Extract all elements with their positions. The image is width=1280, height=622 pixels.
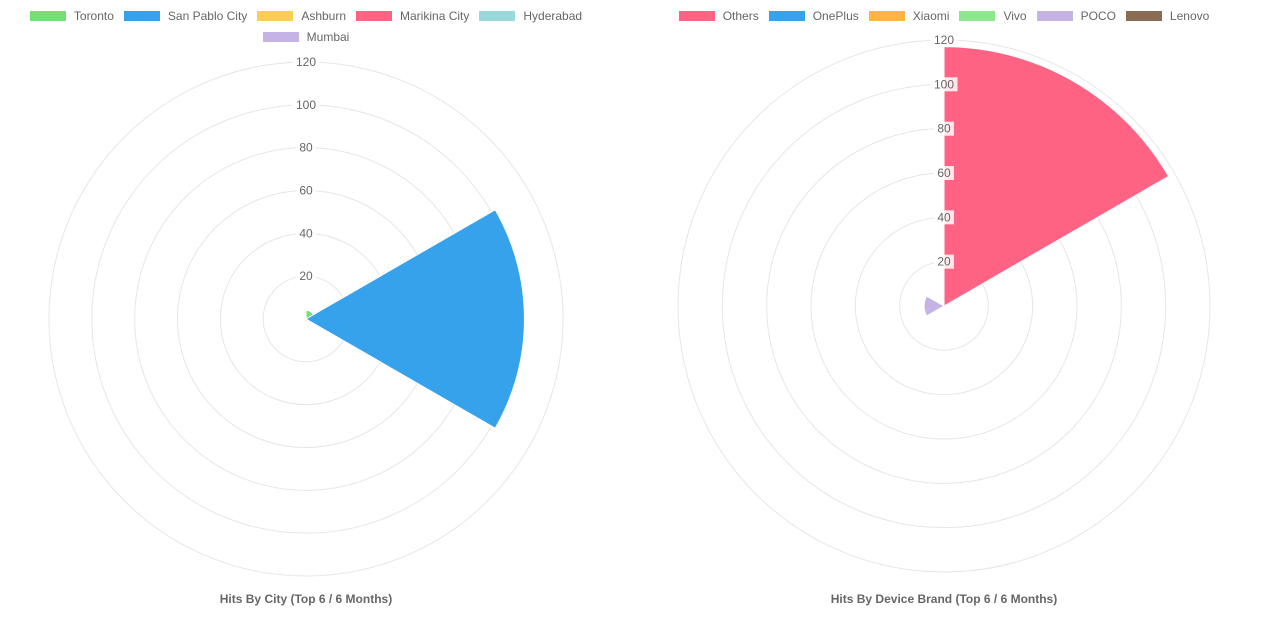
tick-label-60: 60 <box>299 184 313 198</box>
tick-backdrop <box>930 77 958 92</box>
legend-label: Lenovo <box>1169 9 1210 23</box>
legend-label: Vivo <box>1003 9 1027 23</box>
legend-swatch <box>1036 11 1073 21</box>
city-chart-panel: Toronto San Pablo City Ashburn Marikina Cit… <box>0 0 612 622</box>
legend-item-hyderabad[interactable]: Hyderabad <box>479 6 582 27</box>
tick-label-80: 80 <box>299 141 313 155</box>
legend-label: Others <box>722 9 759 23</box>
tick-label-20: 20 <box>299 269 313 283</box>
legend-label: POCO <box>1080 9 1116 23</box>
tick-label-100: 100 <box>296 98 316 112</box>
legend-item-toronto[interactable]: Toronto <box>29 6 114 27</box>
city-legend: Toronto San Pablo City Ashburn Marikina Cit… <box>0 6 612 48</box>
sector-others[interactable] <box>943 46 1170 307</box>
brand-legend: Others OnePlus Xiaomi Vivo POCO Lenovo <box>628 6 1260 27</box>
legend-item-mumbai[interactable]: Mumbai <box>262 27 350 48</box>
tick-backdrop <box>934 121 954 136</box>
tick-label-100: 100 <box>934 77 954 91</box>
tick-label-40: 40 <box>937 210 951 224</box>
legend-label: Marikina City <box>400 9 470 23</box>
tick-backdrop <box>292 55 320 69</box>
brand-polar-chart: 20 40 60 80 100 120 <box>677 33 1211 573</box>
legend-label: Ashburn <box>301 9 347 23</box>
legend-swatch <box>678 11 715 21</box>
legend-item-ashburn[interactable]: Ashburn <box>257 6 346 27</box>
legend-swatch <box>257 11 294 21</box>
legend-item-xiaomi[interactable]: Xiaomi <box>868 6 950 27</box>
tick-backdrop <box>296 226 316 241</box>
legend-item-lenovo[interactable]: Lenovo <box>1125 6 1210 27</box>
tick-label-60: 60 <box>937 166 951 180</box>
legend-label: San Pablo City <box>167 9 248 23</box>
tick-backdrop <box>296 140 316 155</box>
legend-label: Mumbai <box>306 30 350 44</box>
sector-oneplus[interactable] <box>942 304 947 308</box>
tick-label-120: 120 <box>934 33 954 47</box>
legend-swatch <box>356 11 393 21</box>
tick-label-120: 120 <box>296 55 316 69</box>
tick-backdrop <box>296 183 316 198</box>
brand-chart-title: Hits By Device Brand (Top 6 / 6 Months) <box>830 592 1058 606</box>
city-polar-chart: 20 40 60 80 100 120 <box>48 55 564 577</box>
legend-swatch <box>959 11 996 21</box>
tick-backdrop <box>934 210 954 225</box>
legend-swatch <box>479 11 516 21</box>
legend-swatch <box>768 11 805 21</box>
legend-label: Xiaomi <box>912 9 950 23</box>
legend-swatch <box>29 11 66 21</box>
tick-backdrop <box>930 33 958 47</box>
tick-backdrop <box>292 97 320 112</box>
tick-backdrop <box>934 166 954 180</box>
city-chart-title: Hits By City (Top 6 / 6 Months) <box>219 592 393 606</box>
legend-item-others[interactable]: Others <box>678 6 759 27</box>
legend-item-vivo[interactable]: Vivo <box>959 6 1027 27</box>
legend-swatch <box>1125 11 1162 21</box>
legend-swatch <box>868 11 905 21</box>
legend-swatch <box>123 11 160 21</box>
brand-chart-panel: Others OnePlus Xiaomi Vivo POCO Lenovo 20 40 60… <box>628 0 1260 622</box>
sector-marikina-city[interactable] <box>303 318 307 322</box>
legend-item-poco[interactable]: POCO <box>1036 6 1116 27</box>
legend-label: Hyderabad <box>523 9 583 23</box>
tick-label-40: 40 <box>299 226 313 240</box>
legend-swatch <box>262 32 299 42</box>
legend-item-marikina-city[interactable]: Marikina City <box>356 6 469 27</box>
legend-label: OnePlus <box>812 9 859 23</box>
legend-item-san-pablo-city[interactable]: San Pablo City <box>123 6 248 27</box>
sector-poco[interactable] <box>923 295 945 317</box>
legend-item-oneplus[interactable]: OnePlus <box>768 6 859 27</box>
tick-backdrop <box>296 269 316 284</box>
legend-label: Toronto <box>73 9 114 23</box>
tick-label-20: 20 <box>937 255 951 269</box>
tick-label-80: 80 <box>937 122 951 136</box>
sector-san-pablo-city[interactable] <box>305 209 525 429</box>
tick-backdrop <box>934 254 954 269</box>
